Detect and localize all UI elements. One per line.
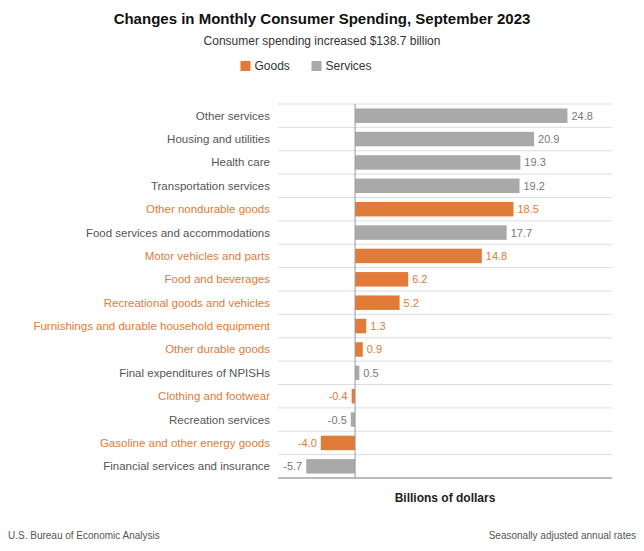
data-label: 18.5 [518,203,539,215]
data-label: -0.5 [328,414,347,426]
bar [355,272,408,286]
category-label: Recreation services [169,414,270,426]
grid-line [278,127,612,128]
grid-line [278,291,612,292]
bar [306,459,355,473]
subtitle: Consumer spending increased $138.7 billi… [204,34,441,48]
bar [355,319,366,333]
legend-label: Services [326,59,372,73]
footer: U.S. Bureau of Economic Analysis [8,530,160,541]
zero-line [355,104,356,478]
category-label: Financial services and insurance [103,460,270,472]
grid-line [278,314,612,315]
legend-swatch [312,61,322,71]
bar [355,179,519,193]
grid-line [278,407,612,408]
data-label: 20.9 [538,133,559,145]
category-label: Health care [211,156,270,168]
category-label: Other durable goods [165,343,270,355]
data-labels: 18.5 14.8 6.2 5.2 1.3 0.9 -0.4 -4.0 24.8 20.9 19.3… [283,110,593,473]
category-label: Other nondurable goods [146,203,270,215]
grid-line [278,454,612,455]
chart: Changes in Monthly Consumer Spending, Se… [0,0,644,551]
data-label: 1.3 [370,320,385,332]
bar [321,436,355,450]
data-label: -5.7 [283,460,302,472]
bar [355,295,400,309]
bar [355,108,567,122]
x-axis-label: Billions of dollars [395,491,496,505]
grid-line [278,244,612,245]
category-label: Housing and utilities [167,133,270,145]
bar [352,389,355,403]
category-label: Recreational goods and vehicles [104,297,270,309]
data-label: 19.3 [524,156,545,168]
grid-line [278,174,612,175]
y-tick-labels: Other services Housing and utilities Healt… [33,110,270,473]
data-label: 5.2 [404,297,419,309]
category-label: Other services [196,110,270,122]
bar [355,366,359,380]
bar [355,342,363,356]
bar [355,155,520,169]
grid-line [278,337,612,338]
grid-line [278,197,612,198]
category-label: Food and beverages [165,273,271,285]
footer: Seasonally adjusted annual rates [489,530,636,541]
bar [355,225,507,239]
legend-label: Goods [255,59,290,73]
data-label: -4.0 [298,437,317,449]
category-label: Final expenditures of NPISHs [119,367,270,379]
grid-line [278,104,612,105]
category-label: Furnishings and durable household equipm… [33,320,270,332]
bar [355,132,534,146]
category-label: Transportation services [151,180,270,192]
grid-line [278,384,612,385]
grid-line [278,431,612,432]
data-label: 19.2 [524,180,545,192]
grid [278,104,612,478]
grid-line [278,361,612,362]
category-label: Gasoline and other energy goods [100,437,270,449]
legend-swatch [241,61,251,71]
title: Changes in Monthly Consumer Spending, Se… [114,10,531,27]
bar [351,412,355,426]
data-label: 17.7 [511,227,532,239]
category-label: Food services and accommodations [86,227,270,239]
bar [355,202,513,216]
grid-line [278,220,612,221]
data-label: 0.5 [363,367,378,379]
category-label: Clothing and footwear [158,390,270,402]
legend: Goods Services [241,59,372,73]
data-label: 0.9 [367,343,382,355]
data-label: 24.8 [571,110,592,122]
bars [306,108,567,473]
data-label: 6.2 [412,273,427,285]
grid-line [278,267,612,268]
data-label: -0.4 [329,390,348,402]
category-label: Motor vehicles and parts [145,250,271,262]
bar [355,249,482,263]
x-axis-line [278,478,612,479]
grid-line [278,150,612,151]
data-label: 14.8 [486,250,507,262]
grid-line [278,478,612,479]
